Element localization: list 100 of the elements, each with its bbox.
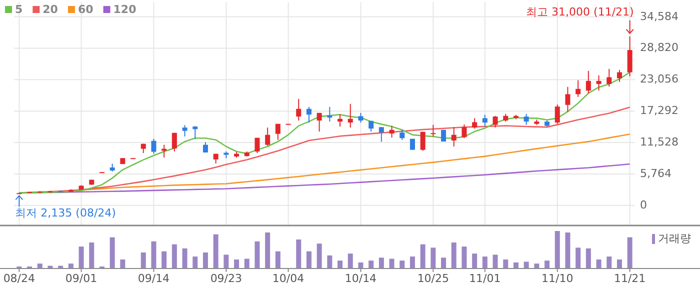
- bar: [503, 259, 508, 268]
- candlestick: [162, 144, 167, 158]
- bar: [172, 244, 177, 268]
- bar: [244, 258, 250, 268]
- bar: [400, 260, 405, 268]
- y-tick-label: 23,056: [640, 72, 678, 86]
- candlestick: [606, 68, 612, 88]
- bar: [441, 258, 446, 268]
- candlestick: [389, 125, 394, 138]
- bar: [37, 264, 42, 268]
- candlestick: [306, 106, 312, 124]
- x-tick-label: 09/14: [138, 272, 170, 285]
- bar: [565, 232, 570, 268]
- bar: [275, 251, 280, 268]
- candlestick: [524, 113, 529, 126]
- bar: [296, 240, 302, 268]
- bar: [338, 260, 343, 268]
- candlestick: [492, 115, 498, 128]
- bar: [316, 244, 322, 268]
- candlestick: [586, 70, 591, 94]
- bar: [110, 237, 115, 268]
- annotation: 최저 2,135 (08/24): [15, 206, 116, 220]
- candlestick: [151, 138, 156, 154]
- candlestick: [472, 118, 478, 130]
- candlestick: [482, 114, 488, 128]
- candlestick: [182, 124, 188, 138]
- candlestick: [565, 86, 570, 112]
- candlestick: [348, 103, 353, 128]
- bar: [140, 252, 146, 268]
- bar: [224, 254, 229, 268]
- candlestick: [554, 104, 560, 124]
- bar: [544, 260, 550, 268]
- legend-label: 5: [15, 3, 23, 16]
- bar: [254, 241, 260, 268]
- candlestick: [172, 132, 177, 152]
- bar: [120, 259, 126, 268]
- legend-label: 거래량: [658, 232, 691, 246]
- y-tick-label: 0: [640, 198, 647, 212]
- candlestick: [358, 112, 364, 124]
- bar: [606, 256, 612, 268]
- bar: [78, 246, 84, 268]
- bar: [462, 246, 467, 268]
- candlestick: [451, 126, 456, 147]
- x-tick-label: 11/01: [469, 272, 501, 285]
- bar: [192, 256, 198, 268]
- bar: [306, 251, 312, 268]
- bar: [368, 260, 374, 268]
- candlestick: [316, 112, 322, 132]
- candlestick: [430, 124, 436, 138]
- bar: [182, 248, 188, 268]
- bar: [627, 237, 632, 268]
- x-tick-label: 09/23: [210, 272, 242, 285]
- bar: [327, 255, 332, 268]
- bar: [554, 231, 560, 268]
- candlestick: [338, 114, 343, 128]
- bar: [89, 242, 94, 268]
- bar: [378, 258, 384, 268]
- annotation: 최고 31,000 (11/21): [526, 5, 634, 18]
- x-tick-label: 11/10: [542, 272, 574, 285]
- y-tick-label: 11,528: [640, 136, 678, 149]
- candlestick: [192, 126, 198, 140]
- bar: [234, 259, 240, 268]
- bar: [162, 251, 167, 268]
- candlestick: [462, 124, 467, 139]
- bar: [68, 264, 74, 268]
- x-tick-label: 09/01: [65, 272, 98, 285]
- bar: [410, 256, 415, 268]
- bar: [586, 248, 591, 268]
- candlestick: [596, 74, 602, 92]
- bar: [151, 241, 156, 268]
- bar: [524, 262, 529, 268]
- y-tick-label: 5,764: [640, 166, 672, 180]
- y-tick-label: 17,292: [640, 104, 678, 118]
- candlestick: [202, 142, 208, 153]
- bar: [482, 256, 488, 268]
- bar: [420, 244, 426, 268]
- bar: [389, 258, 394, 268]
- bar: [202, 252, 208, 268]
- legend-label: 20: [42, 3, 58, 16]
- candlestick: [265, 127, 270, 146]
- bar: [472, 254, 478, 268]
- candlestick: [327, 106, 332, 122]
- bar: [348, 254, 353, 268]
- bar: [596, 259, 602, 268]
- candlestick: [627, 36, 632, 77]
- x-tick-label: 08/24: [3, 272, 36, 285]
- y-tick-label: 34,584: [640, 10, 678, 23]
- bar: [616, 259, 622, 268]
- y-tick-label: 28,820: [640, 41, 678, 54]
- bar: [265, 232, 270, 268]
- candlestick: [296, 98, 302, 122]
- candlestick: [275, 123, 280, 140]
- candlestick: [254, 137, 260, 154]
- candlestick: [400, 129, 405, 140]
- candlestick: [378, 126, 384, 142]
- x-tick-label: 10/25: [417, 272, 450, 285]
- bar: [430, 248, 436, 268]
- legend-label: 120: [113, 3, 137, 16]
- bar: [213, 234, 218, 268]
- x-tick-label: 10/14: [344, 272, 377, 285]
